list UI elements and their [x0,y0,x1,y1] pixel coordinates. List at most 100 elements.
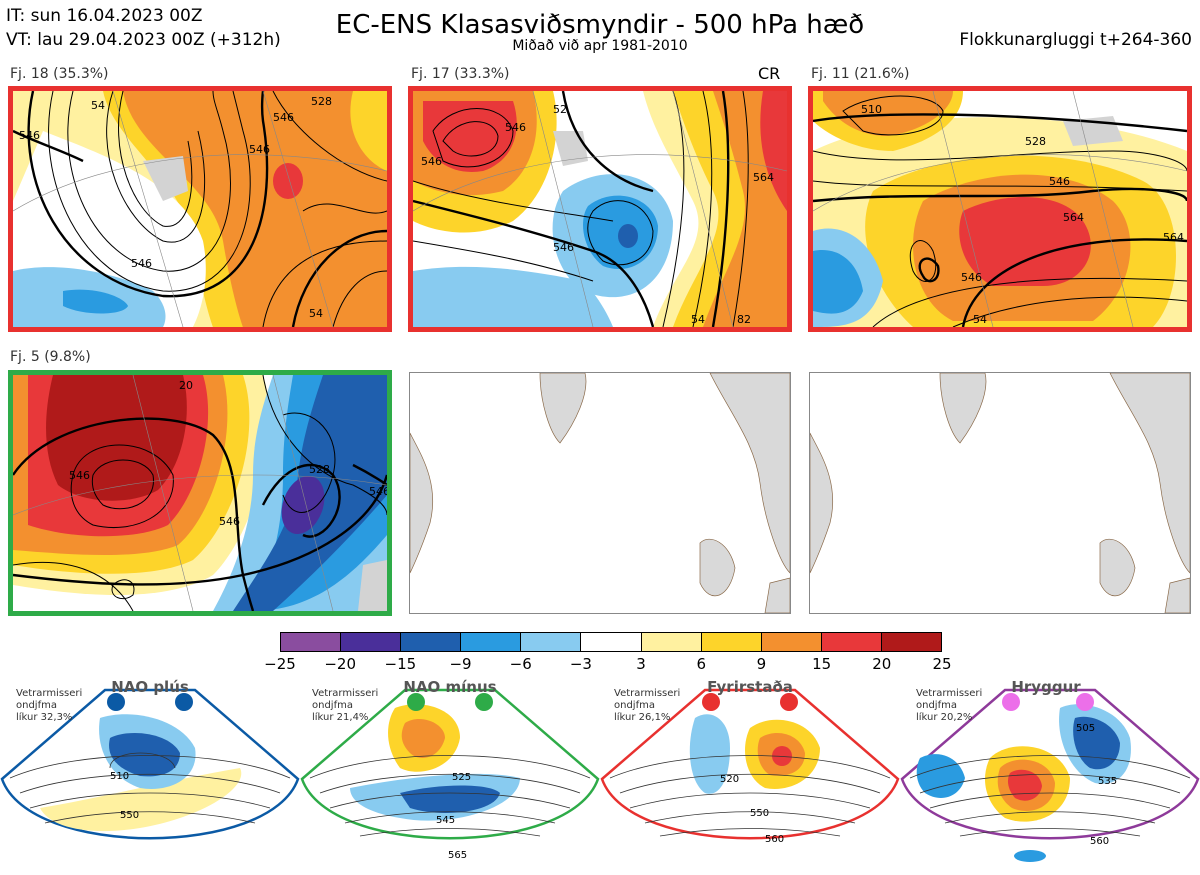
regime-name: Hryggur [1011,678,1081,696]
cluster-map-3: 510 528 546 564 546 54 564 [813,91,1187,327]
colorbar-swatch [641,633,702,651]
panel-3-label: Fj. 11 (21.6%) [811,66,910,82]
contour-label: 546 [273,111,294,124]
panel-1-label: Fj. 18 (35.3%) [10,66,109,82]
regime-marker [1002,693,1020,711]
colorbar-swatch [341,633,402,651]
colorbar-tick-label: 25 [932,655,952,673]
contour-label: 546 [219,515,240,528]
cluster-map-4: 20 546 546 528 546 [13,375,387,611]
colorbar-tick-label: −9 [449,655,472,673]
contour-label: 510 [861,103,882,116]
panel-2-tag: CR [758,64,781,83]
contour-label: 546 [131,257,152,270]
colorbar-swatch [881,633,942,651]
contour-label: 528 [309,463,330,476]
contour-label: 525 [452,772,471,783]
regime-blocking: 520 550 560 Fyrirstaða Vetrarmisseri ond… [600,678,900,871]
page-title: EC-ENS Klasasviðsmyndir - 500 hPa hæð [335,10,865,40]
contour-label: 520 [720,774,739,785]
regime-desc-line: Vetrarmisseri [614,688,681,699]
colorbar-tick-label: 9 [756,655,767,673]
cluster-map-panel-1: 546 546 546 54 546 528 54 [8,86,392,332]
colorbar [280,632,942,652]
regime-map-ridge: 505 535 560 [900,688,1200,862]
regime-desc-line: ondjfma [16,700,57,711]
contour-label: 82 [737,313,751,326]
colorbar-swatch [461,633,522,651]
contour-label: 546 [369,485,387,498]
colorbar-swatch [821,633,882,651]
regime-marker [702,693,720,711]
colorbar-tick-label: −15 [384,655,417,673]
contour-label: 546 [505,121,526,134]
regime-description: Vetrarmisseri ondjfma líkur 21,4% [312,688,378,724]
empty-map-panel-6 [809,372,1191,614]
colorbar-tick-label: 3 [636,655,646,673]
regime-name: Fyrirstaða [707,678,793,696]
contour-label: 510 [110,771,129,782]
regime-marker [107,693,125,711]
regime-desc-line: líkur 26,1% [614,712,671,723]
contour-label: 550 [750,808,769,819]
colorbar-tick-label: 15 [812,655,832,673]
regime-desc-line: líkur 32,3% [16,712,73,723]
contour-label: 54 [691,313,705,326]
contour-label: 54 [973,313,987,326]
contour-label: 535 [1098,776,1117,787]
regime-nao-minus: 525 545 565 NAO mínus Vetrarmisseri ondj… [300,678,600,871]
colorbar-swatch [701,633,762,651]
regime-desc-line: ondjfma [614,700,655,711]
regime-desc-line: líkur 20,2% [916,712,973,723]
regime-map-blocking: 520 550 560 [600,688,900,845]
contour-label: 505 [1076,723,1095,734]
regime-marker [475,693,493,711]
contour-label: 550 [120,810,139,821]
contour-label: 565 [448,850,467,861]
regime-map-nao-minus: 525 545 565 [300,688,600,861]
colorbar-tick-label: −6 [509,655,532,673]
contour-label: 54 [309,307,323,320]
empty-map-panel-5 [409,372,791,614]
regime-ridge: 505 535 560 Hryggur Vetrarmisseri ondjfm… [900,678,1200,871]
contour-label: 564 [753,171,774,184]
cluster-map-panel-3: 510 528 546 564 546 54 564 [808,86,1192,332]
regime-desc-line: ondjfma [312,700,353,711]
contour-label: 546 [421,155,442,168]
colorbar-tick-label: −25 [264,655,296,673]
regime-map-nao-plus: 510 550 [0,688,300,840]
contour-label: 564 [1163,231,1184,244]
empty-map-6 [810,373,1190,613]
cluster-map-panel-4: 20 546 546 528 546 [8,370,392,616]
contour-label: 560 [1090,836,1109,847]
colorbar-swatch [521,633,582,651]
contour-label: 52 [553,103,567,116]
colorbar-tick-label: −3 [569,655,592,673]
regime-description: Vetrarmisseri ondjfma líkur 32,3% [16,688,82,724]
classification-window: Flokkunargluggi t+264-360 [959,30,1192,50]
contour-label: 528 [311,95,332,108]
colorbar-swatch [761,633,822,651]
regime-description: Vetrarmisseri ondjfma líkur 20,2% [916,688,982,724]
colorbar-tick-label: −20 [324,655,356,673]
panel-4-label: Fj. 5 (9.8%) [10,349,91,365]
regime-desc-line: Vetrarmisseri [312,688,379,699]
cluster-map-1: 546 546 546 54 546 528 54 [13,91,387,327]
page-subtitle: Miðað við apr 1981-2010 [512,38,688,54]
colorbar-swatch [281,633,342,651]
contour-label: 546 [961,271,982,284]
contour-label: 546 [19,129,40,142]
regime-desc-line: Vetrarmisseri [916,688,983,699]
regime-desc-line: ondjfma [916,700,957,711]
regime-marker [1076,693,1094,711]
contour-label: 546 [553,241,574,254]
regime-name: NAO mínus [403,678,497,696]
cluster-map-panel-2: 546 546 52 564 546 54 82 [408,86,792,332]
contour-label: 546 [1049,175,1070,188]
colorbar-swatch [401,633,462,651]
colorbar-ticks: −25 −20 −15 −9 −6 −3 3 6 9 15 20 25 [260,655,962,675]
contour-label: 546 [249,143,270,156]
contour-label: 528 [1025,135,1046,148]
regime-nao-plus: 510 550 NAO plús Vetrarmisseri ondjfma l… [0,678,300,871]
contour-label: 545 [436,815,455,826]
